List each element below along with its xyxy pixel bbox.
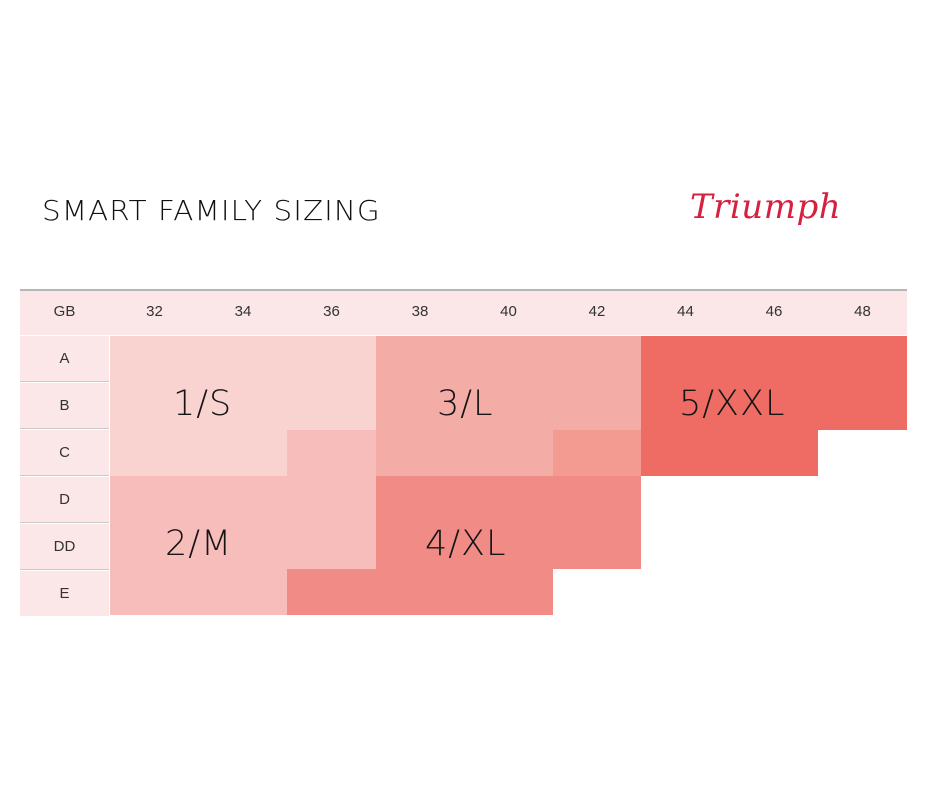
band-size-48: 48 bbox=[854, 303, 871, 320]
band-size-34: 34 bbox=[234, 303, 252, 320]
corner-label: GB bbox=[53, 303, 76, 320]
size-4-region bbox=[287, 569, 553, 615]
size-3-region bbox=[376, 430, 553, 476]
size-3-region bbox=[376, 336, 641, 430]
row-divider bbox=[20, 522, 109, 523]
cup-label-c: C bbox=[20, 430, 109, 475]
size-label-4-xl: 4/XL bbox=[425, 524, 507, 564]
size-5-region bbox=[641, 430, 818, 476]
brand-logo: Triumph bbox=[690, 187, 842, 227]
row-divider bbox=[20, 569, 109, 570]
size-4-region bbox=[376, 476, 641, 569]
row-divider bbox=[20, 428, 109, 429]
cup-label-dd: DD bbox=[20, 524, 109, 569]
size-3-region bbox=[553, 430, 641, 476]
row-divider bbox=[20, 475, 109, 476]
size-2-region bbox=[110, 476, 376, 569]
size-5-region bbox=[641, 336, 907, 430]
size-label-5-xxl: 5/XXL bbox=[679, 384, 786, 424]
band-size-38: 38 bbox=[411, 303, 429, 320]
cup-label-b: B bbox=[20, 383, 109, 428]
band-size-40: 40 bbox=[500, 303, 517, 320]
cup-label-e: E bbox=[20, 571, 109, 616]
band-size-42: 42 bbox=[588, 303, 606, 320]
band-size-36: 36 bbox=[323, 303, 340, 320]
band-size-44: 44 bbox=[677, 303, 694, 320]
page-title: SMART FAMILY SIZING bbox=[42, 194, 381, 227]
band-size-32: 32 bbox=[146, 303, 163, 320]
size-1-region bbox=[110, 430, 287, 476]
row-divider bbox=[20, 381, 109, 382]
band-size-46: 46 bbox=[765, 303, 783, 320]
header-row bbox=[20, 289, 907, 335]
size-2-region bbox=[287, 430, 376, 476]
cup-label-a: A bbox=[20, 336, 109, 381]
size-1-region bbox=[110, 336, 376, 430]
size-label-3-l: 3/L bbox=[437, 384, 494, 424]
size-2-region bbox=[110, 569, 287, 615]
size-label-1-s: 1/S bbox=[173, 384, 233, 424]
cup-label-d: D bbox=[20, 477, 109, 522]
size-label-2-m: 2/M bbox=[165, 524, 233, 564]
